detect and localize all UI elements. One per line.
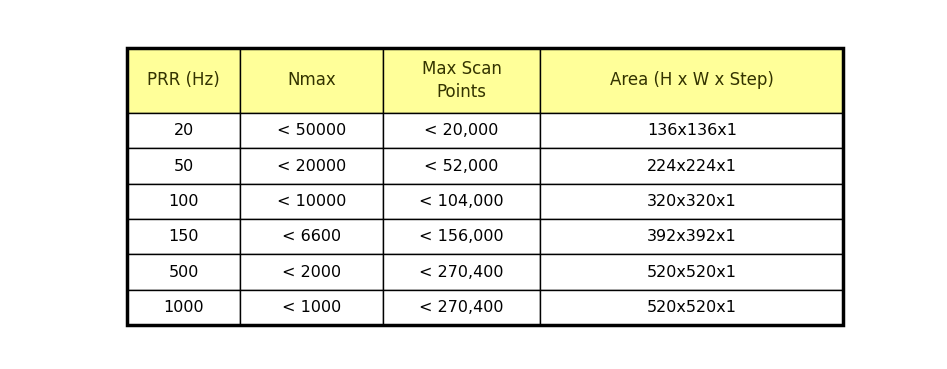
- Bar: [540, 254, 844, 290]
- Text: Max Scan
Points: Max Scan Points: [421, 59, 502, 101]
- Bar: [127, 148, 241, 184]
- Bar: [540, 113, 844, 148]
- Text: PRR (Hz): PRR (Hz): [148, 71, 221, 89]
- Bar: [383, 219, 540, 254]
- Bar: [241, 184, 383, 219]
- Bar: [540, 290, 844, 325]
- Text: Nmax: Nmax: [287, 71, 336, 89]
- Bar: [241, 254, 383, 290]
- Bar: [241, 148, 383, 184]
- Bar: [241, 48, 383, 113]
- Bar: [127, 219, 241, 254]
- Text: 136x136x1: 136x136x1: [647, 123, 737, 138]
- Bar: [241, 113, 383, 148]
- Bar: [383, 48, 540, 113]
- Text: < 50000: < 50000: [277, 123, 347, 138]
- Text: 150: 150: [169, 229, 199, 244]
- Bar: [127, 113, 241, 148]
- Bar: [383, 113, 540, 148]
- Text: < 156,000: < 156,000: [420, 229, 504, 244]
- Text: < 1000: < 1000: [282, 300, 341, 315]
- Text: 20: 20: [173, 123, 194, 138]
- Text: 392x392x1: 392x392x1: [647, 229, 737, 244]
- Bar: [127, 290, 241, 325]
- Text: 500: 500: [169, 265, 199, 279]
- Text: 100: 100: [169, 194, 199, 209]
- Text: 520x520x1: 520x520x1: [647, 300, 737, 315]
- Bar: [127, 184, 241, 219]
- Bar: [540, 219, 844, 254]
- Text: < 20,000: < 20,000: [424, 123, 499, 138]
- Text: < 20000: < 20000: [277, 159, 347, 173]
- Text: < 2000: < 2000: [282, 265, 341, 279]
- Text: < 10000: < 10000: [277, 194, 347, 209]
- Bar: [540, 184, 844, 219]
- Bar: [127, 254, 241, 290]
- Bar: [383, 184, 540, 219]
- Text: 224x224x1: 224x224x1: [647, 159, 737, 173]
- Bar: [241, 219, 383, 254]
- Text: < 6600: < 6600: [282, 229, 341, 244]
- Bar: [540, 148, 844, 184]
- Text: 520x520x1: 520x520x1: [647, 265, 737, 279]
- Text: < 270,400: < 270,400: [420, 265, 504, 279]
- Bar: [127, 48, 241, 113]
- Bar: [383, 290, 540, 325]
- Text: < 270,400: < 270,400: [420, 300, 504, 315]
- Text: 1000: 1000: [164, 300, 205, 315]
- Text: < 52,000: < 52,000: [424, 159, 499, 173]
- Bar: [241, 290, 383, 325]
- Text: 50: 50: [173, 159, 194, 173]
- Text: 320x320x1: 320x320x1: [647, 194, 737, 209]
- Bar: [383, 148, 540, 184]
- Text: < 104,000: < 104,000: [420, 194, 504, 209]
- Bar: [383, 254, 540, 290]
- Text: Area (H x W x Step): Area (H x W x Step): [610, 71, 774, 89]
- Bar: [540, 48, 844, 113]
